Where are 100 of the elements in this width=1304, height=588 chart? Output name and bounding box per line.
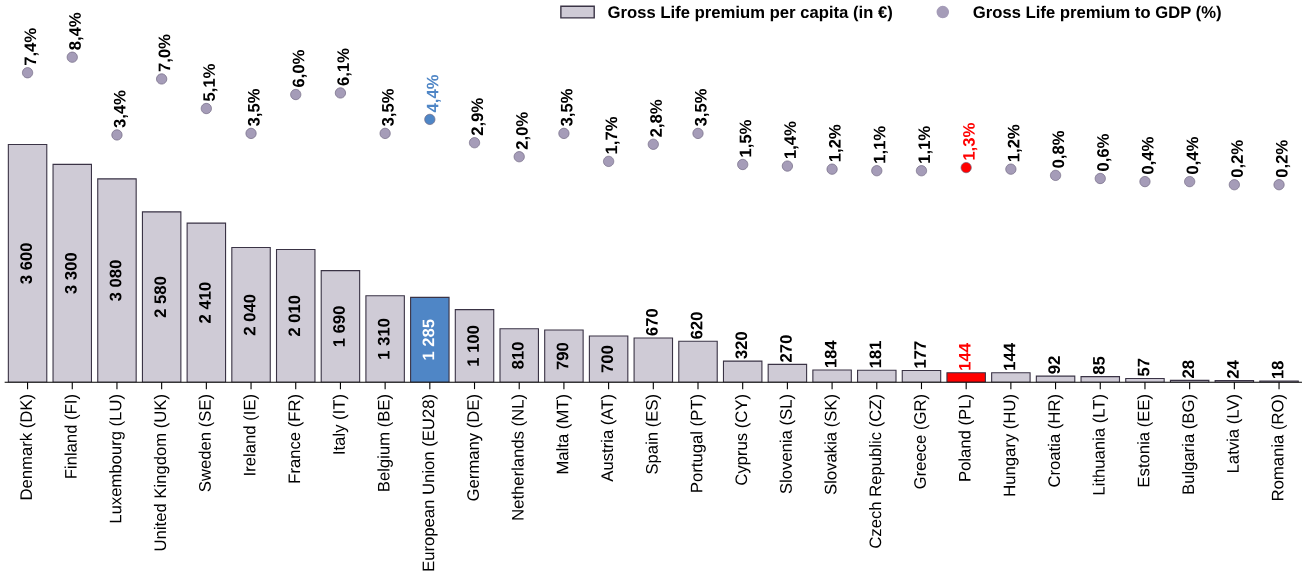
- bar: [991, 372, 1031, 383]
- x-tick-label: Netherlands (NL): [511, 395, 527, 520]
- bar: [767, 363, 808, 383]
- x-tick-label: Luxembourg (LU): [109, 395, 125, 523]
- x-tick-label: Portugal (PT): [690, 395, 706, 492]
- data-label: 1 285: [422, 319, 435, 360]
- bar: [275, 248, 316, 383]
- data-label: 3,4%: [113, 90, 129, 128]
- data-label: 1,2%: [828, 124, 844, 162]
- x-tick-label: Germany (DE): [466, 395, 483, 501]
- x-tick-label: Estonia (EE): [1137, 395, 1153, 487]
- data-label: 1 690: [333, 306, 345, 347]
- bar: [186, 222, 227, 383]
- data-label: 181: [869, 341, 882, 368]
- bar: [320, 270, 361, 383]
- data-label: 3,5%: [560, 88, 575, 127]
- data-label: 3 600: [20, 243, 33, 284]
- data-label: 6,1%: [337, 48, 352, 86]
- bar: [7, 143, 48, 383]
- data-label: 144: [1003, 343, 1016, 370]
- data-label: 24: [1227, 360, 1239, 379]
- x-tick-label: Cyprus (CY): [734, 395, 751, 485]
- bar: [1035, 375, 1076, 383]
- data-label: 1,1%: [918, 126, 933, 163]
- x-tick-label: Spain (ES): [645, 395, 662, 474]
- data-label: 1 100: [467, 325, 479, 366]
- data-label: 2,9%: [471, 98, 486, 136]
- x-tick-label: European Union (EU28): [422, 395, 438, 571]
- data-label: 3,5%: [694, 88, 710, 127]
- data-label: 700: [601, 345, 614, 373]
- data-label: 670: [645, 308, 658, 336]
- bar: [901, 369, 942, 383]
- x-tick-label: Czech Republic (CZ): [869, 395, 885, 548]
- bar: [410, 296, 450, 383]
- x-tick-label: Austria (AT): [600, 395, 617, 482]
- x-tick-label: Hungary (HU): [1003, 395, 1019, 496]
- bar: [499, 328, 539, 383]
- data-label: 7,0%: [158, 34, 173, 72]
- data-label: 790: [556, 342, 569, 370]
- data-label: 0,6%: [1097, 134, 1112, 171]
- data-label: 0,4%: [1186, 137, 1201, 174]
- bar: [1080, 376, 1121, 383]
- data-label: 1 310: [377, 318, 390, 359]
- data-label: 0,4%: [1141, 137, 1157, 174]
- data-label: 18: [1271, 361, 1284, 379]
- data-label: 57: [1137, 358, 1150, 377]
- bar: [544, 329, 584, 383]
- data-label: 85: [1092, 356, 1105, 375]
- bar: [1125, 377, 1165, 383]
- bar: [97, 178, 137, 383]
- data-label: 2 410: [199, 282, 211, 323]
- data-label: 2 580: [154, 276, 167, 318]
- data-label: 4,4%: [426, 74, 441, 113]
- bar: [141, 211, 182, 383]
- data-label: 1,7%: [605, 116, 620, 154]
- x-tick-label: Greece (GR): [913, 395, 930, 489]
- x-tick-label: Belgium (BE): [377, 395, 393, 491]
- bar: [633, 337, 674, 383]
- x-tick-label: Romania (RO): [1271, 395, 1287, 501]
- x-tick-label: Malta (MT): [556, 395, 572, 474]
- data-label: 2 010: [288, 295, 301, 337]
- bar: [231, 246, 271, 383]
- data-label: 0,2%: [1275, 140, 1291, 178]
- bar: [678, 340, 718, 383]
- data-label: 8,4%: [69, 12, 84, 50]
- bar: [365, 295, 405, 383]
- bar: [588, 335, 629, 383]
- x-tick-label: France (FR): [287, 395, 304, 483]
- data-label: 2 040: [243, 294, 256, 336]
- data-label: 177: [914, 341, 926, 368]
- data-label: 7,4%: [24, 28, 39, 66]
- x-tick-label: United Kingdom (UK): [153, 395, 170, 551]
- x-tick-label: Slovenia (SL): [779, 395, 796, 494]
- x-tick-label: Ireland (IE): [243, 395, 259, 475]
- legend-label: Gross Life premium per capita (in €): [608, 5, 892, 22]
- data-label: 3,5%: [247, 88, 263, 127]
- data-label: 620: [690, 312, 703, 339]
- data-label: 28: [1182, 360, 1195, 378]
- x-tick-label: Italy (IT): [332, 395, 349, 454]
- data-label: 0,8%: [1052, 130, 1067, 168]
- data-label: 2,0%: [516, 112, 531, 150]
- x-tick-label: Latvia (LV): [1226, 395, 1243, 472]
- x-tick-label: Poland (PL): [958, 395, 974, 481]
- data-label: 2,8%: [650, 99, 665, 137]
- bar: [812, 369, 852, 383]
- data-label: 1,3%: [963, 123, 978, 160]
- bar: [454, 309, 495, 383]
- data-label: 0,2%: [1231, 140, 1246, 178]
- bar: [722, 360, 763, 383]
- data-label: 1,2%: [1007, 124, 1022, 162]
- x-tick-label: Slovakia (SK): [824, 395, 840, 495]
- x-tick-label: Finland (FI): [64, 395, 81, 478]
- data-label: 1,1%: [873, 126, 888, 163]
- data-label: 810: [511, 342, 524, 369]
- x-tick-label: Denmark (DK): [19, 395, 36, 500]
- data-label: 320: [735, 332, 748, 359]
- data-label: 270: [780, 335, 792, 362]
- data-label: 3,5%: [381, 88, 397, 127]
- data-label: 3 300: [64, 253, 77, 294]
- data-label: 1,4%: [784, 121, 799, 159]
